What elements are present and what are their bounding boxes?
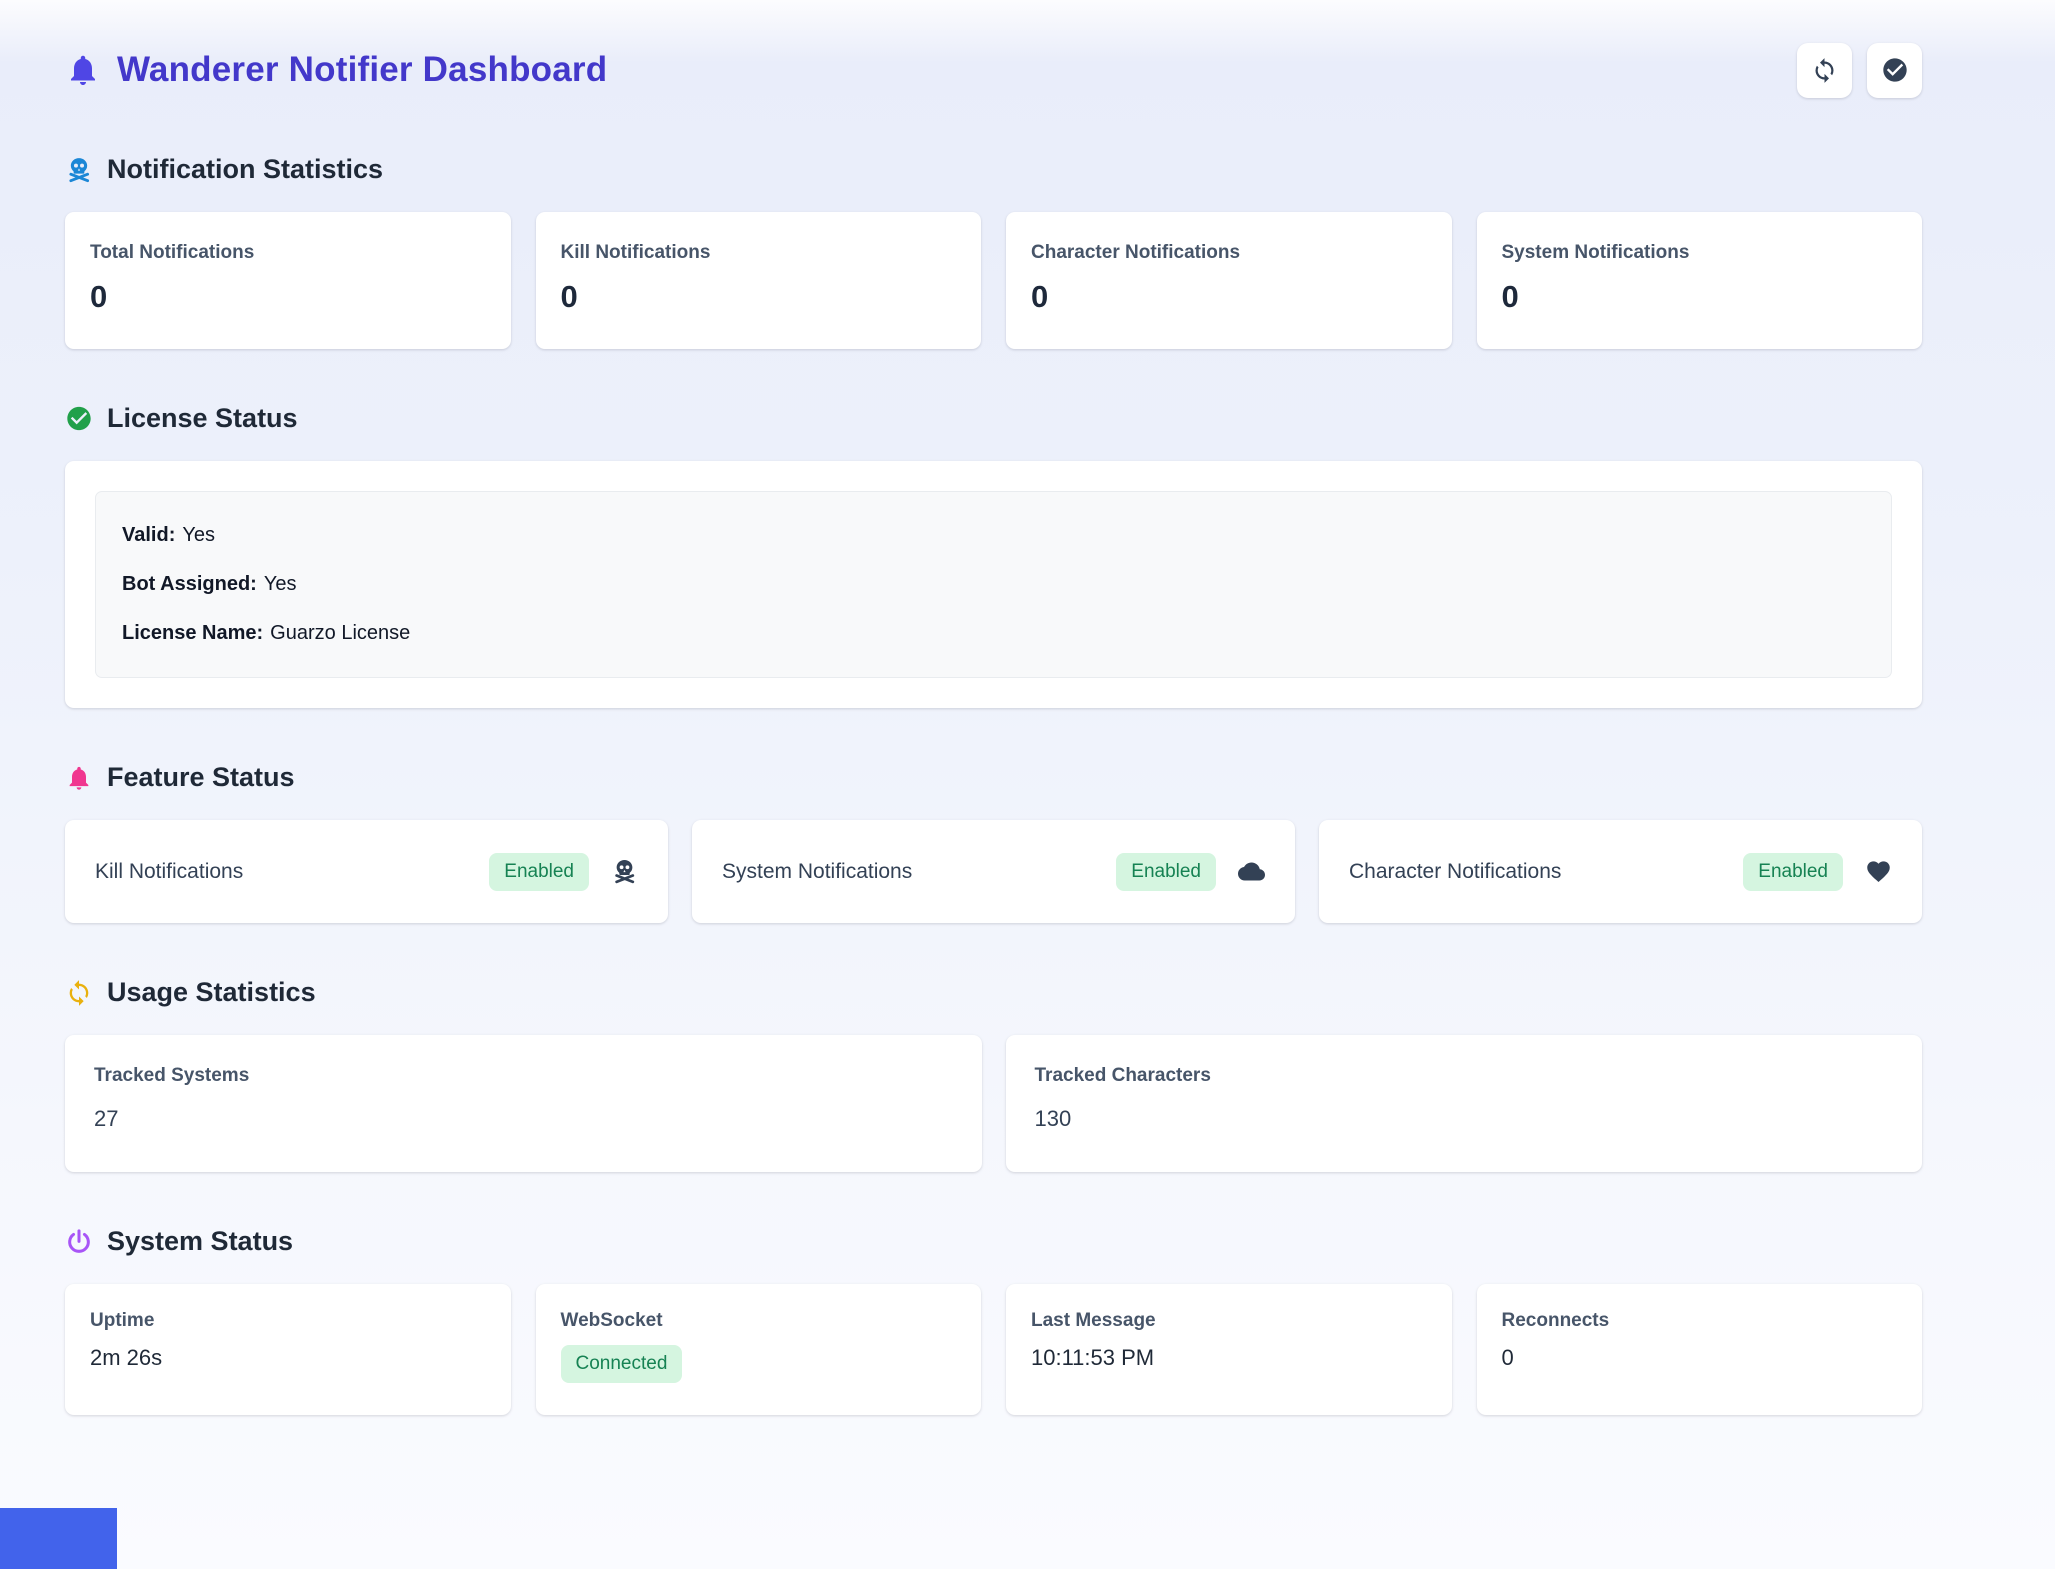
section-title-text: Notification Statistics xyxy=(107,154,383,185)
skull-crossbones-icon xyxy=(611,858,638,885)
usage-card-tracked-systems: Tracked Systems 27 xyxy=(65,1035,982,1172)
feature-label: System Notifications xyxy=(722,860,912,884)
feature-card-kill-notifications: Kill Notifications Enabled xyxy=(65,820,668,923)
feature-right: Enabled xyxy=(489,853,638,891)
section-title-usage-statistics: Usage Statistics xyxy=(65,977,1922,1008)
stat-value: 0 xyxy=(1502,279,1898,315)
section-title-notification-statistics: Notification Statistics xyxy=(65,154,1922,185)
usage-value: 27 xyxy=(94,1106,953,1132)
bell-icon xyxy=(65,52,101,88)
stat-value: 0 xyxy=(90,279,486,315)
section-title-text: Usage Statistics xyxy=(107,977,316,1008)
system-card-uptime: Uptime 2m 26s xyxy=(65,1284,511,1415)
system-label: Last Message xyxy=(1031,1310,1427,1332)
power-icon xyxy=(65,1228,93,1256)
usage-label: Tracked Systems xyxy=(94,1065,953,1087)
features-grid: Kill Notifications Enabled System Notifi… xyxy=(65,820,1922,923)
feature-label: Character Notifications xyxy=(1349,860,1561,884)
dashboard-page: Wanderer Notifier Dashboard Notification… xyxy=(65,0,1922,1415)
stat-card-total: Total Notifications 0 xyxy=(65,212,511,349)
bell-icon xyxy=(65,764,93,792)
usage-label: Tracked Characters xyxy=(1035,1065,1894,1087)
stat-card-kill: Kill Notifications 0 xyxy=(536,212,982,349)
license-field-label: Valid: xyxy=(122,524,175,546)
usage-value: 130 xyxy=(1035,1106,1894,1132)
stats-grid: Total Notifications 0 Kill Notifications… xyxy=(65,212,1922,349)
license-row-valid: Valid: Yes xyxy=(122,524,1865,547)
system-label: WebSocket xyxy=(561,1310,957,1332)
stat-card-character: Character Notifications 0 xyxy=(1006,212,1452,349)
system-value: 0 xyxy=(1502,1345,1898,1371)
system-card-websocket: WebSocket Connected xyxy=(536,1284,982,1415)
title-wrap: Wanderer Notifier Dashboard xyxy=(65,50,607,90)
sync-icon xyxy=(1811,57,1838,84)
section-title-feature-status: Feature Status xyxy=(65,762,1922,793)
system-badge-wrap: Connected xyxy=(561,1345,957,1383)
refresh-button[interactable] xyxy=(1797,43,1852,98)
section-title-system-status: System Status xyxy=(65,1226,1922,1257)
feature-card-system-notifications: System Notifications Enabled xyxy=(692,820,1295,923)
section-system-status: System Status Uptime 2m 26s WebSocket Co… xyxy=(65,1226,1922,1415)
feature-right: Enabled xyxy=(1743,853,1892,891)
section-title-text: License Status xyxy=(107,403,298,434)
system-label: Reconnects xyxy=(1502,1310,1898,1332)
heart-icon xyxy=(1865,858,1892,885)
stat-value: 0 xyxy=(561,279,957,315)
header-actions xyxy=(1797,43,1922,98)
page-title: Wanderer Notifier Dashboard xyxy=(117,50,607,90)
license-field-label: License Name: xyxy=(122,622,263,644)
status-badge: Enabled xyxy=(1116,853,1216,891)
system-grid: Uptime 2m 26s WebSocket Connected Last M… xyxy=(65,1284,1922,1415)
connected-badge: Connected xyxy=(561,1345,683,1383)
footer-partial-element xyxy=(0,1508,117,1569)
license-row-license-name: License Name: Guarzo License xyxy=(122,622,1865,645)
feature-card-character-notifications: Character Notifications Enabled xyxy=(1319,820,1922,923)
status-badge: Enabled xyxy=(489,853,589,891)
license-panel: Valid: Yes Bot Assigned: Yes License Name:… xyxy=(95,491,1892,678)
check-circle-icon xyxy=(1881,56,1909,84)
header: Wanderer Notifier Dashboard xyxy=(65,40,1922,100)
check-circle-icon xyxy=(65,405,93,433)
section-feature-status: Feature Status Kill Notifications Enable… xyxy=(65,762,1922,923)
section-title-text: Feature Status xyxy=(107,762,295,793)
system-value: 10:11:53 PM xyxy=(1031,1345,1427,1371)
section-license-status: License Status Valid: Yes Bot Assigned: Ye… xyxy=(65,403,1922,708)
stat-label: System Notifications xyxy=(1502,242,1898,264)
cloud-icon xyxy=(1238,858,1265,885)
license-field-label: Bot Assigned: xyxy=(122,573,257,595)
section-title-license-status: License Status xyxy=(65,403,1922,434)
license-field-value: Yes xyxy=(264,573,297,595)
usage-card-tracked-characters: Tracked Characters 130 xyxy=(1006,1035,1923,1172)
usage-grid: Tracked Systems 27 Tracked Characters 13… xyxy=(65,1035,1922,1172)
skull-crossbones-icon xyxy=(65,156,93,184)
system-value: 2m 26s xyxy=(90,1345,486,1371)
feature-label: Kill Notifications xyxy=(95,860,243,884)
system-label: Uptime xyxy=(90,1310,486,1332)
stat-label: Kill Notifications xyxy=(561,242,957,264)
license-card: Valid: Yes Bot Assigned: Yes License Name:… xyxy=(65,461,1922,708)
stat-card-system: System Notifications 0 xyxy=(1477,212,1923,349)
section-usage-statistics: Usage Statistics Tracked Systems 27 Trac… xyxy=(65,977,1922,1172)
stat-value: 0 xyxy=(1031,279,1427,315)
license-field-value: Yes xyxy=(182,524,215,546)
stat-label: Total Notifications xyxy=(90,242,486,264)
status-check-button[interactable] xyxy=(1867,43,1922,98)
status-badge: Enabled xyxy=(1743,853,1843,891)
section-title-text: System Status xyxy=(107,1226,293,1257)
license-field-value: Guarzo License xyxy=(270,622,410,644)
system-card-last-message: Last Message 10:11:53 PM xyxy=(1006,1284,1452,1415)
license-row-bot-assigned: Bot Assigned: Yes xyxy=(122,573,1865,596)
stat-label: Character Notifications xyxy=(1031,242,1427,264)
section-notification-statistics: Notification Statistics Total Notificati… xyxy=(65,154,1922,349)
system-card-reconnects: Reconnects 0 xyxy=(1477,1284,1923,1415)
feature-right: Enabled xyxy=(1116,853,1265,891)
sync-icon xyxy=(65,979,93,1007)
